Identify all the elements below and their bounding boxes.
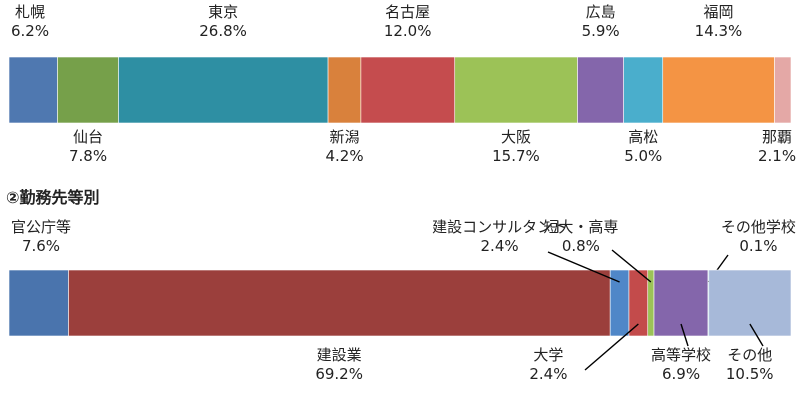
segment-name: 大阪 [500,128,531,146]
bar-segment-0-3 [327,56,362,124]
segment-name: 広島 [585,3,616,21]
segment-label-1-6: その他学校 0.1% [721,218,796,256]
segment-name: 新潟 [329,128,360,146]
bar-segment-0-7 [623,56,664,124]
segment-label-0-7: 高松 5.0% [624,128,662,166]
segment-name: その他 [727,346,773,364]
segment-percent: 6.9% [661,365,701,383]
segment-name: その他学校 [720,218,796,236]
segment-name: 福岡 [703,3,734,21]
segment-label-0-9: 那覇 2.1% [758,128,796,166]
segment-label-0-3: 新潟 4.2% [325,128,363,166]
segment-percent: 5.9% [581,22,620,40]
segment-name: 那覇 [762,128,793,146]
bar-segment-0-6 [577,56,624,124]
segment-label-0-6: 広島 5.9% [582,3,620,41]
segment-label-1-4: 短大・高専 0.8% [543,218,618,256]
segment-name: 高等学校 [651,346,712,364]
leader-line-1-2 [547,251,620,283]
segment-percent: 5.0% [624,147,663,165]
segment-label-0-1: 仙台 7.8% [69,128,107,166]
segment-percent: 0.1% [739,237,778,255]
segment-name: 仙台 [73,128,104,146]
segment-percent: 7.6% [21,237,61,255]
leader-line-1-7 [749,323,764,347]
leader-line-1-5 [680,323,689,347]
segment-name: 建設コンサルタント [432,218,568,236]
segment-percent: 14.3% [694,22,743,40]
segment-percent: 7.8% [68,147,108,165]
segment-name: 札幌 [15,3,46,21]
section-title: ②勤務先等別 [6,188,100,207]
segment-label-0-5: 大阪 15.7% [492,128,540,166]
segment-percent: 12.0% [383,22,432,40]
segment-label-1-5: 高等学校 6.9% [651,346,711,384]
segment-label-1-3: 大学 2.4% [529,346,567,384]
segment-percent: 15.7% [492,147,540,165]
bar-segment-0-8 [662,56,775,124]
segment-name: 東京 [208,3,239,21]
segment-percent: 4.2% [325,147,364,165]
segment-percent: 2.4% [480,237,519,255]
leader-line-1-3 [584,323,639,371]
bar-segment-0-4 [360,56,456,124]
segment-label-0-0: 札幌 6.2% [11,3,49,41]
segment-name: 官公庁等 [11,218,72,236]
segment-percent: 2.1% [758,147,797,165]
bar-segment-1-0 [8,269,69,337]
bar-segment-1-3 [628,269,649,337]
segment-name: 高松 [628,128,659,146]
segment-name: 名古屋 [385,3,431,21]
bar-segment-1-7 [708,269,792,337]
bar-segment-0-9 [774,56,792,124]
segment-name: 大学 [533,346,564,364]
segment-label-1-2: 建設コンサルタント 2.4% [432,218,567,256]
bar-segment-0-0 [8,56,58,124]
segment-name: 建設業 [316,346,362,364]
segment-percent: 69.2% [315,365,363,383]
segment-label-1-7: その他 10.5% [726,346,774,384]
segment-percent: 6.2% [11,22,50,40]
segment-percent: 26.8% [199,22,247,40]
segment-label-1-1: 建設業 69.2% [315,346,363,384]
segment-name: 短大・高専 [543,218,619,236]
bar-segment-0-2 [118,56,329,124]
segment-label-0-4: 名古屋 12.0% [384,3,432,41]
segment-label-0-2: 東京 26.8% [199,3,247,41]
segment-label-1-0: 官公庁等 7.6% [11,218,71,256]
bar-segment-0-5 [454,56,578,124]
bar-segment-1-1 [68,269,611,337]
leader-line-1-4 [611,249,652,283]
segment-percent: 10.5% [725,365,774,383]
bar-segment-0-1 [57,56,119,124]
segment-percent: 2.4% [529,365,568,383]
segment-label-0-8: 福岡 14.3% [695,3,743,41]
segment-percent: 0.8% [561,237,600,255]
